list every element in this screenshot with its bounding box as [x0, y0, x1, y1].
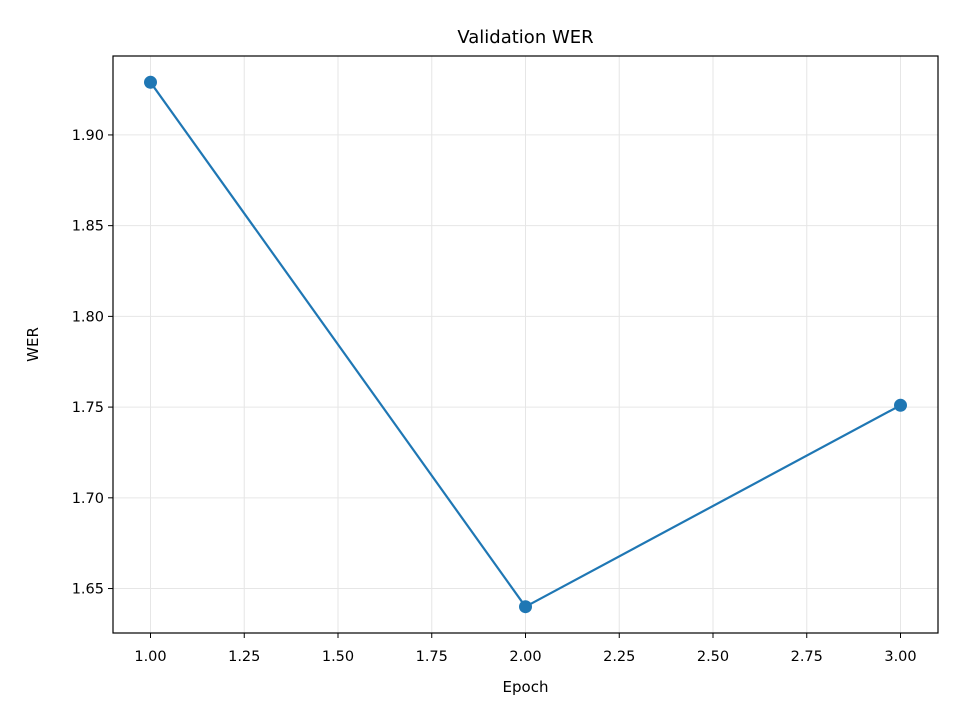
y-axis-label: WER — [24, 327, 42, 362]
x-tick-label: 1.50 — [322, 649, 354, 665]
x-tick-label: 1.75 — [416, 649, 448, 665]
x-tick-label: 2.00 — [509, 649, 541, 665]
y-tick-label: 1.80 — [72, 309, 104, 325]
x-tick-label: 3.00 — [884, 649, 916, 665]
x-tick-label: 2.25 — [603, 649, 635, 665]
y-tick-label: 1.85 — [72, 219, 104, 235]
data-point — [519, 600, 532, 614]
y-tick-label: 1.65 — [72, 582, 104, 598]
x-tick-label: 2.75 — [791, 649, 823, 665]
y-tick-label: 1.70 — [72, 491, 104, 507]
series-layer — [144, 75, 907, 614]
grid-lines — [113, 56, 938, 633]
x-tick-label: 2.50 — [697, 649, 729, 665]
chart-title: Validation WER — [457, 27, 593, 48]
data-point — [894, 398, 907, 412]
data-point — [144, 75, 157, 89]
x-axis-label: Epoch — [503, 678, 549, 696]
tick-marks — [108, 134, 901, 638]
x-tick-label: 1.25 — [228, 649, 260, 665]
x-tick-label: 1.00 — [134, 649, 166, 665]
y-tick-label: 1.90 — [72, 128, 104, 144]
y-tick-label: 1.75 — [72, 400, 104, 416]
